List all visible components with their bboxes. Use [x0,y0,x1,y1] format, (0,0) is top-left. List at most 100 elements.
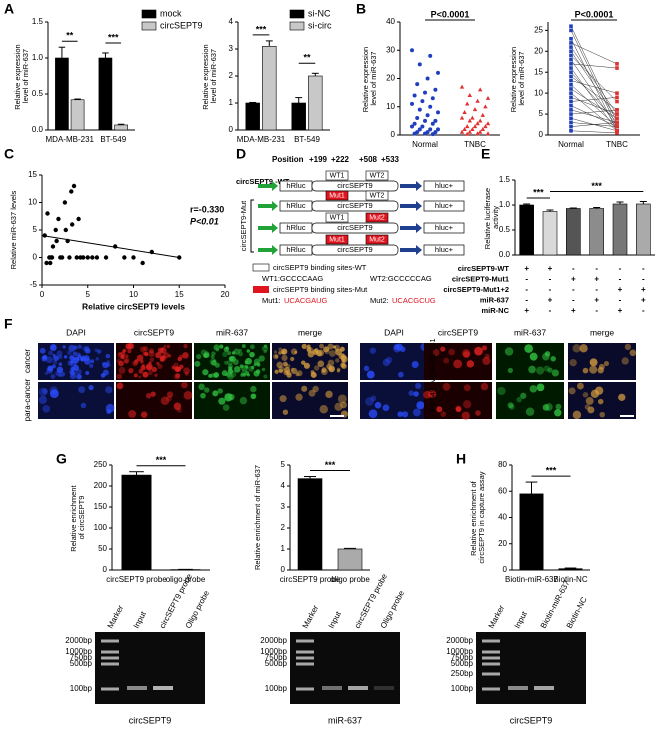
ladder-band [482,672,500,676]
panel-label: G [56,451,67,467]
row-label: cancer [23,349,32,373]
ladder-band [482,687,500,691]
data-point [478,87,483,92]
data-point [433,118,438,123]
micrograph-detail [58,362,63,366]
y-tick-label: 15 [534,67,543,76]
micrograph-detail [145,363,153,371]
data-point [412,93,417,98]
legend-label: si-circ [308,20,332,30]
micrograph-detail [145,393,152,399]
panel-label: H [456,451,466,467]
gel [476,632,586,704]
micrograph-detail [585,397,594,405]
trendline [41,235,180,258]
data-point [467,129,472,134]
ladder-label: 2000bp [65,636,92,645]
micrograph-detail [440,411,447,417]
micrograph-detail [480,382,489,391]
bar [337,548,363,571]
micrograph-detail [340,401,347,409]
micrograph-detail [88,384,94,391]
data-point [140,260,145,266]
y-axis-label: Relative expression level of miR-637 [201,42,218,110]
y-tick-label: 10 [534,88,543,97]
micrograph-detail [212,390,219,397]
micrograph-detail [463,384,471,392]
micrograph-detail [282,361,288,367]
micrograph-detail [382,358,391,367]
data-point [569,66,573,70]
micrograph-detail [369,347,377,354]
y-tick-label: 0.5 [32,89,44,98]
gel-caption: circSEPT9 [510,715,553,725]
panel-label: F [4,316,13,332]
micrograph-detail [314,365,320,371]
data-point [569,28,573,33]
data-point [475,98,480,103]
data-point [62,200,68,205]
micrograph-detail [322,369,326,374]
micrograph-detail [278,368,284,374]
legend-swatch [141,9,157,19]
micrograph-detail [529,385,538,393]
y-tick-label: 0 [503,565,508,574]
significance-label: P<0.0001 [575,9,614,19]
micrograph-detail [49,344,57,351]
micrograph-detail [258,355,265,362]
pair-line [570,26,618,123]
micrograph-detail [143,346,149,352]
micrograph-detail [240,373,244,377]
data-point [63,227,68,233]
binding-site-label: WT2 [370,172,385,179]
x-tick-label: 5 [86,290,91,299]
table-cell: + [641,285,646,294]
label-line: level of miR-637 [21,49,30,103]
table-cell: - [549,285,552,294]
micrograph-detail [233,365,241,373]
micrograph-detail [227,363,233,369]
micrograph-detail [42,405,51,413]
sequence: Mut2: [370,296,389,305]
micrograph-detail [582,367,589,374]
pair-line [570,80,618,94]
lane-label: Input [327,609,344,630]
gene-label: hluc+ [435,223,454,232]
ladder-label: 500bp [265,659,288,668]
panel-label: C [4,146,14,162]
micrograph-detail [106,362,111,368]
legend-swatch [141,21,157,31]
y-tick-label: 40 [386,17,395,26]
micrograph-detail [224,360,229,365]
micrograph-detail [76,352,81,357]
x-tick-label: circSEPT9 probe [280,575,341,584]
micrograph-detail [105,386,113,394]
data-point [462,126,467,131]
micrograph-detail [462,349,471,358]
bar [589,208,604,256]
x-tick-label: Normal [412,140,438,149]
gel [290,632,400,704]
micrograph-detail [589,365,598,374]
table-cell: - [642,275,645,284]
y-tick-label: 3 [281,502,286,511]
y-tick-label: 150 [94,502,108,511]
table-row-label: circSEPT9-WT [458,264,510,273]
group-bracket [250,199,254,253]
micrograph-detail [276,361,283,369]
micrograph-detail [148,370,153,376]
micrograph-detail [135,359,139,363]
data-point [459,115,465,120]
micrograph-detail [239,396,248,405]
micrograph-detail [69,372,77,380]
micrograph-detail [597,367,604,374]
y-tick-label: 2 [229,71,234,80]
micrograph-detail [401,411,409,418]
promoter-arrow [258,245,278,255]
micrograph-detail [283,370,289,376]
micrograph-detail [411,361,419,368]
y-tick-label: 60 [498,486,507,495]
lane-label: Biotin-NC [565,595,589,630]
micrograph-detail [618,393,626,402]
micrograph-detail [412,408,421,417]
